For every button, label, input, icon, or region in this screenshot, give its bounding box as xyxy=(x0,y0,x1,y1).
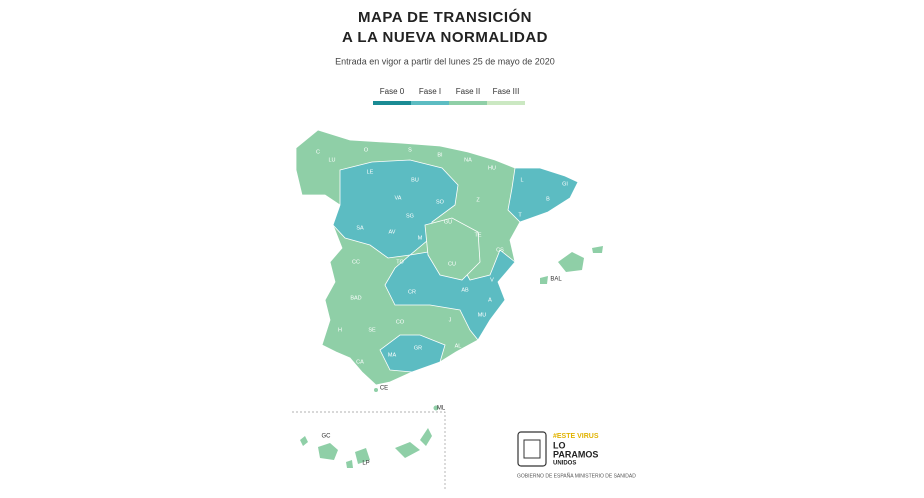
logo: #ESTE VIRUS LO PARAMOS UNIDOS GOBIERNO D… xyxy=(517,431,636,479)
map-label: GR xyxy=(414,345,422,351)
map-label: O xyxy=(364,147,369,153)
map-label: NA xyxy=(464,157,472,163)
legend-swatch xyxy=(449,101,487,105)
canary-islands xyxy=(300,428,432,468)
subtitle: Entrada en vigor a partir del lunes 25 d… xyxy=(335,56,555,66)
map-label: C xyxy=(316,149,320,155)
map-label: L xyxy=(520,177,523,183)
map-label: CR xyxy=(408,289,416,295)
map-label: J xyxy=(449,317,452,323)
map-label: CC xyxy=(352,259,360,265)
map-label: AV xyxy=(389,229,396,235)
legend-label: Fase 0 xyxy=(380,87,405,96)
map-label: TO xyxy=(396,259,404,265)
map-label: B xyxy=(546,196,550,202)
title-line: A LA NUEVA NORMALIDAD xyxy=(342,29,548,46)
logo-text: PARAMOS xyxy=(553,449,598,459)
map-label: MA xyxy=(388,352,397,358)
melilla-marker xyxy=(433,405,439,411)
logo-footer: GOBIERNO DE ESPAÑA MINISTERIO DE SANIDAD xyxy=(517,472,636,479)
map-label: AB xyxy=(461,287,469,293)
map-label: HU xyxy=(488,165,496,171)
map-label: GI xyxy=(562,181,568,187)
map-label: AL xyxy=(455,343,462,349)
map-label: BAD xyxy=(350,295,361,301)
legend-swatch xyxy=(487,101,525,105)
legend-label: Fase III xyxy=(493,87,520,96)
map-label: GU xyxy=(444,219,452,225)
map-label: CO xyxy=(396,319,405,325)
map-label: A xyxy=(488,297,492,303)
map-label: Z xyxy=(476,197,480,203)
map-label: CE xyxy=(380,386,388,392)
map-label: LP xyxy=(362,461,369,467)
map-label: SG xyxy=(406,213,414,219)
mainland-map xyxy=(295,129,579,386)
map-label: MU xyxy=(478,312,487,318)
legend: Fase 0 Fase I Fase II Fase III xyxy=(373,87,525,105)
map-label: CS xyxy=(496,247,504,253)
balearic-islands xyxy=(540,246,603,284)
map-label: M xyxy=(418,235,423,241)
map-label: SO xyxy=(436,199,445,205)
map-label: BI xyxy=(437,152,443,158)
map-label: LU xyxy=(328,157,335,163)
map-label: CA xyxy=(356,359,364,365)
map-label: BU xyxy=(411,177,419,183)
map-label: SA xyxy=(356,225,364,231)
ceuta-marker xyxy=(374,388,378,392)
legend-swatch xyxy=(411,101,449,105)
map-label: VA xyxy=(395,195,402,201)
map-label: CU xyxy=(448,261,456,267)
title-line: MAPA DE TRANSICIÓN xyxy=(358,8,532,26)
logo-tag: #ESTE VIRUS xyxy=(553,433,599,440)
legend-label: Fase I xyxy=(419,87,441,96)
map-label: TE xyxy=(474,232,481,238)
logo-text: UNIDOS xyxy=(553,461,576,467)
legend-swatch xyxy=(373,101,411,105)
map-label: S xyxy=(408,147,412,153)
map-label: SE xyxy=(368,327,376,333)
map-label: ML xyxy=(437,406,446,412)
map-label: GC xyxy=(322,434,332,440)
map-label: BAL xyxy=(550,277,562,283)
map-label: V xyxy=(490,277,494,283)
canarias-frame xyxy=(292,411,446,490)
logo-text: LO xyxy=(553,440,566,450)
map-label: H xyxy=(338,327,342,333)
legend-label: Fase II xyxy=(456,87,480,96)
map-label: LE xyxy=(367,169,374,175)
map-label: T xyxy=(518,212,522,218)
